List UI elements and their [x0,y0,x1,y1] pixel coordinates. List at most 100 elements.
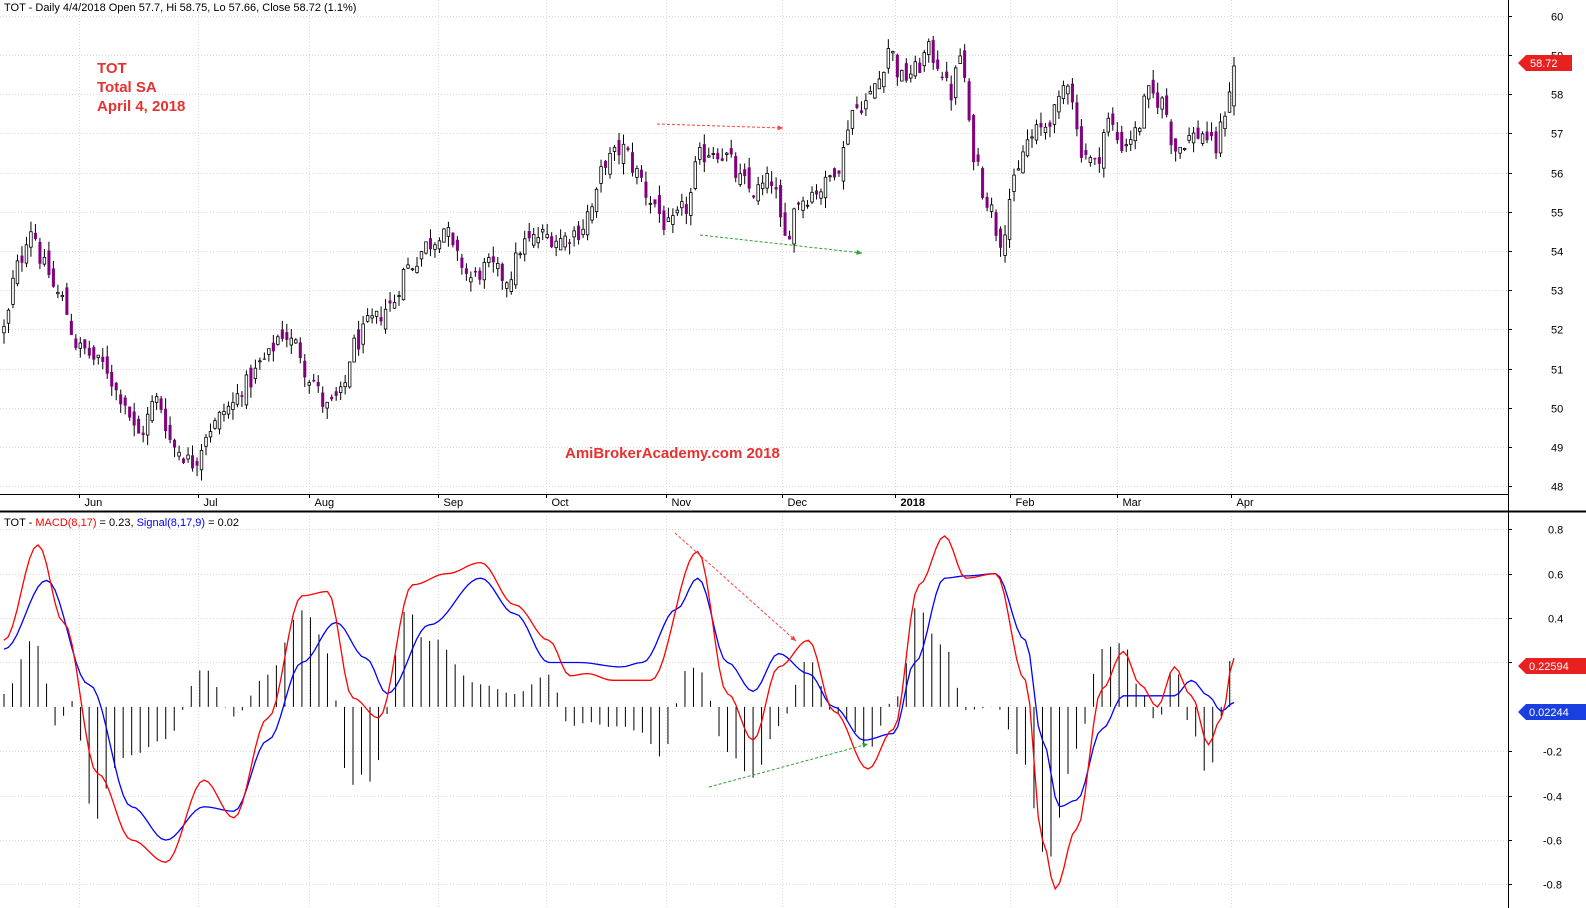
candle-up [635,168,639,178]
candle-up [338,386,343,393]
price-support-arrow-head [856,249,862,255]
candle-up [1218,121,1223,154]
candle-down [720,158,724,161]
candle-up [1178,146,1182,154]
candle-down [388,300,392,304]
candle-down [779,185,783,218]
candle-down [999,228,1003,248]
candle-up [1187,135,1191,141]
watermark: AmiBrokerAcademy.com 2018 [565,445,780,462]
candle-up [1025,139,1030,157]
candle-down [334,391,338,396]
candle-up [540,229,545,233]
candle-down [617,139,621,156]
price-y-tick-label: 48 [1551,482,1563,494]
candle-down [240,395,244,397]
macd-y-tick-label: 0.8 [1548,525,1563,537]
candle-down [33,232,37,240]
candle-down [128,406,132,418]
candle-up [675,209,680,214]
candle-down [1174,138,1178,152]
x-tick-label: Nov [672,497,692,509]
candle-down [451,232,455,246]
candle-up [15,260,20,285]
macd-grid [0,516,1508,908]
candle-down [1115,131,1119,141]
candle-down [105,356,109,374]
x-tick-label: 2018 [901,497,925,509]
candle-down [271,342,275,352]
candle-down [262,358,266,360]
candle-up [383,308,388,330]
candle-down [110,372,114,387]
candle-up [1182,147,1187,150]
candle-up [608,153,612,175]
candle-up [891,51,895,54]
candle-down [460,257,464,268]
candle-up [801,200,805,211]
candle-up [648,202,653,205]
candle-down [716,152,720,160]
candle-up [347,361,352,388]
candle-up [199,449,204,471]
trend-annotations [656,123,869,788]
candle-down [662,210,666,231]
candle-down [949,83,953,101]
macd-header-signal-value: = 0.02 [205,517,239,529]
candle-up [186,454,190,460]
candle-up [410,268,415,271]
candle-down [604,160,608,168]
price-y-tick-label: 55 [1551,208,1563,220]
candle-up [554,240,558,248]
candle-up [24,244,29,264]
candle-down [69,320,73,336]
macd-trough-arrow-head [862,742,868,748]
candle-down [1205,131,1209,141]
candle-up [850,110,855,129]
candle-down [729,148,733,155]
candle-down [918,62,922,73]
candle-up [1142,95,1146,129]
candle-up [352,337,356,363]
candle-up [1034,124,1039,141]
macd-header-prefix: TOT - [4,517,35,529]
candle-down [168,424,172,440]
candle-down [653,199,657,205]
price-y-tick-label: 52 [1551,325,1563,337]
macd-y-tick-label: 0.4 [1548,614,1563,626]
candle-down [577,225,581,240]
candle-up [958,55,962,64]
candle-up [370,315,374,319]
price-y-tick-label: 60 [1551,12,1563,24]
candle-up [145,413,150,436]
candle-up [810,191,814,203]
macd-header-macd-label: MACD(8,17) [35,517,96,529]
candle-up [1102,132,1106,169]
candle-down [1093,157,1097,160]
candle-up [509,279,513,292]
candle-up [446,227,451,237]
candle-down [1097,157,1101,164]
candle-up [11,277,15,305]
candle-down [249,367,253,388]
x-tick-label: Feb [1016,497,1035,509]
candle-up [1043,126,1048,134]
candle-up [96,354,100,358]
candle-up [307,382,311,386]
candle-up [2,325,6,334]
candle-up [594,188,599,213]
note-date: April 4, 2018 [97,98,185,115]
candle-up [154,396,159,403]
macd-trough-arrow [708,743,869,788]
macd-y-tick-label: -0.4 [1543,792,1562,804]
candle-down [985,196,989,208]
candle-down [114,382,118,391]
candle-down [164,408,168,432]
candle-up [927,41,931,55]
macd-peak-arrow-head [790,635,796,641]
candle-up [1106,117,1111,133]
candle-down [568,242,572,244]
candle-up [1227,91,1232,113]
